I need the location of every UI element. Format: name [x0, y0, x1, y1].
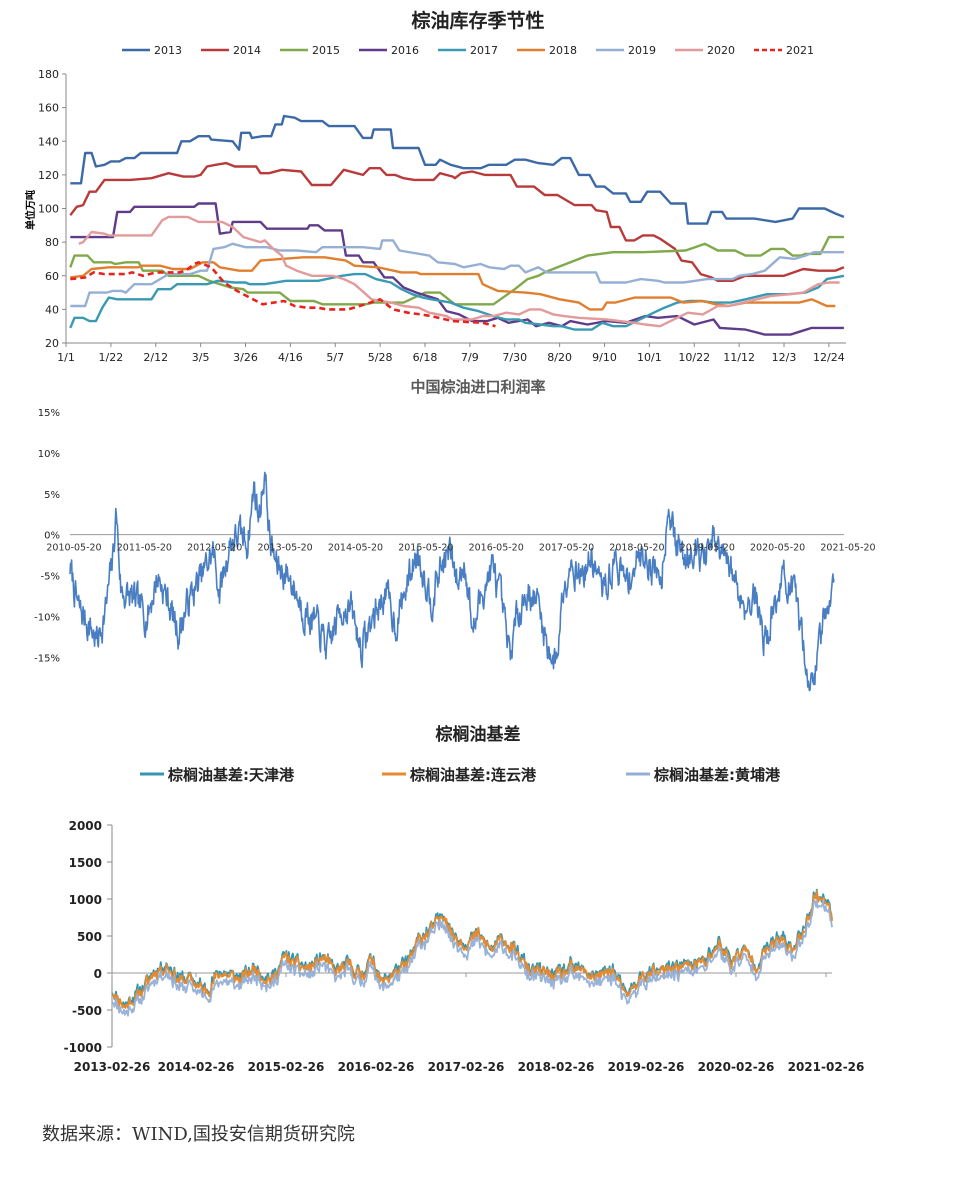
- y-tick-label: -1000: [64, 1041, 102, 1055]
- basis-series-line-2: [111, 899, 833, 1017]
- x-tick-label: 2013-05-20: [257, 543, 312, 554]
- x-tick-label: 2012-05-20: [187, 543, 242, 554]
- y-tick-label: 40: [45, 303, 59, 316]
- x-tick-label: 10/1: [637, 351, 662, 364]
- y-tick-label: 0%: [44, 531, 60, 542]
- x-tick-label: 2018-05-20: [609, 543, 664, 554]
- x-tick-label: 2016-02-26: [338, 1060, 415, 1074]
- series-line-2013: [70, 114, 845, 225]
- profit-series-line: [69, 471, 835, 692]
- series-line-2021: [70, 261, 496, 328]
- y-tick-label: 2000: [69, 819, 102, 833]
- x-tick-label: 3/26: [233, 351, 258, 364]
- basis-series-line-0: [111, 888, 833, 1008]
- legend-label: 2021: [786, 44, 814, 57]
- legend-label: 2019: [628, 44, 656, 57]
- y-tick-label: 15%: [38, 408, 60, 419]
- x-tick-label: 5/28: [368, 351, 393, 364]
- y-tick-label: 5%: [44, 490, 60, 501]
- series-line-2014: [69, 161, 845, 282]
- x-tick-label: 7/30: [502, 351, 527, 364]
- x-tick-label: 2021-05-20: [820, 543, 875, 554]
- legend-label: 棕榈油基差:黄埔港: [654, 766, 781, 784]
- x-tick-label: 2011-05-20: [117, 543, 172, 554]
- legend-label: 2020: [707, 44, 735, 57]
- y-tick-label: 500: [77, 930, 102, 944]
- x-tick-label: 2017-02-26: [428, 1060, 505, 1074]
- x-tick-label: 2020-02-26: [698, 1060, 775, 1074]
- y-tick-label: 160: [38, 102, 59, 115]
- x-tick-label: 3/5: [192, 351, 210, 364]
- x-tick-label: 2014-05-20: [328, 543, 383, 554]
- y-tick-label: -500: [72, 1004, 102, 1018]
- y-tick-label: 60: [45, 270, 59, 283]
- chart-title-basis: 棕榈油基差: [435, 725, 521, 745]
- x-tick-label: 2/12: [143, 351, 168, 364]
- x-tick-label: 8/20: [547, 351, 572, 364]
- legend-label: 棕榈油基差:连云港: [410, 766, 537, 784]
- basis-chart: 棕榈油基差:天津港 棕榈油基差:连云港 棕榈油基差:黄埔港 -1000 -500 0 500…: [64, 766, 865, 1074]
- import-profit-chart: 15% 10% 5% 0% -5% -10% -15% 2010-05-20 2011-05-2…: [34, 408, 876, 692]
- x-tick-label: 11/12: [723, 351, 755, 364]
- chart-title-inventory: 棕油库存季节性: [411, 10, 545, 32]
- y-tick-label: 140: [38, 135, 59, 148]
- inventory-season-chart: 20 40 60 80 100 120 140 160 180 1/1 1/22 2/12 3/5 3/2…: [24, 44, 846, 364]
- y-tick-label: 20: [45, 337, 59, 350]
- chart-title-import-profit: 中国棕油进口利润率: [410, 378, 546, 396]
- y-tick-label: 120: [38, 169, 59, 182]
- x-tick-label: 2018-02-26: [518, 1060, 595, 1074]
- x-tick-label: 12/24: [813, 351, 845, 364]
- legend-label: 2014: [233, 44, 261, 57]
- x-tick-label: 12/3: [772, 351, 797, 364]
- y-tick-label: 0: [94, 967, 102, 981]
- x-tick-label: 2021-02-26: [788, 1060, 865, 1074]
- x-tick-label: 2019-02-26: [608, 1060, 685, 1074]
- source-note: 数据来源：WIND,国投安信期货研究院: [42, 1124, 355, 1145]
- legend-label: 2016: [391, 44, 419, 57]
- legend-label: 2013: [154, 44, 182, 57]
- x-tick-label: 4/16: [278, 351, 303, 364]
- y-tick-label: 100: [38, 203, 59, 216]
- x-tick-label: 2020-05-20: [750, 543, 805, 554]
- legend-label: 2018: [549, 44, 577, 57]
- y-tick-label: -15%: [34, 653, 60, 664]
- x-tick-label: 2013-02-26: [74, 1060, 151, 1074]
- legend-label: 2015: [312, 44, 340, 57]
- y-tick-label: 180: [38, 68, 59, 81]
- x-tick-label: 5/7: [326, 351, 344, 364]
- y-tick-label: 1000: [69, 893, 102, 907]
- legend-label: 2017: [470, 44, 498, 57]
- series-line-2015: [69, 235, 844, 306]
- x-tick-label: 2015-02-26: [248, 1060, 325, 1074]
- x-tick-label: 9/10: [592, 351, 617, 364]
- basis-series-line-1: [111, 890, 833, 1009]
- x-tick-label: 2016-05-20: [469, 543, 524, 554]
- x-tick-label: 6/18: [413, 351, 438, 364]
- x-tick-label: 2019-05-20: [680, 543, 735, 554]
- x-tick-label: 2017-05-20: [539, 543, 594, 554]
- y-tick-label: -10%: [34, 612, 60, 623]
- x-tick-label: 1/22: [99, 351, 124, 364]
- series-line-2019: [70, 239, 844, 308]
- series-line-2020: [78, 215, 840, 328]
- x-tick-label: 2010-05-20: [46, 543, 101, 554]
- series-line-2016: [70, 202, 844, 336]
- x-tick-label: 1/1: [57, 351, 75, 364]
- y-tick-label: 80: [45, 236, 59, 249]
- x-tick-label: 10/22: [678, 351, 710, 364]
- y-axis-label: 单位万吨: [24, 190, 37, 230]
- legend-label: 棕榈油基差:天津港: [168, 766, 295, 784]
- y-tick-label: -5%: [41, 572, 60, 583]
- x-tick-label: 7/9: [461, 351, 479, 364]
- x-tick-label: 2014-02-26: [158, 1060, 235, 1074]
- y-tick-label: 1500: [69, 856, 102, 870]
- series-line-2018: [70, 256, 836, 311]
- y-tick-label: 10%: [38, 449, 60, 460]
- x-tick-label: 2015-05-20: [398, 543, 453, 554]
